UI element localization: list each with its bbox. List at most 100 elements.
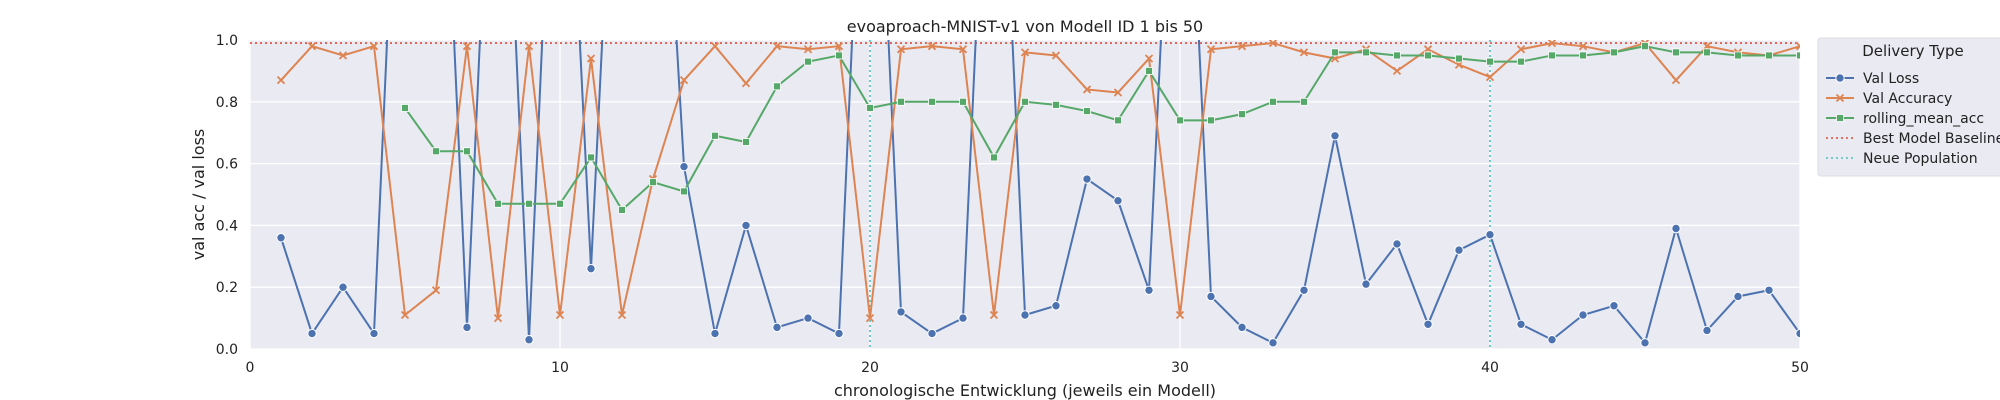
- legend-title: Delivery Type: [1862, 42, 1963, 60]
- rolling-mean-acc-point: [1115, 117, 1122, 124]
- val-loss-point: [339, 283, 347, 291]
- y-tick-label: 0.6: [216, 157, 238, 173]
- val-loss-point: [1021, 311, 1029, 319]
- x-tick-label: 0: [246, 360, 255, 376]
- val-loss-point: [1734, 292, 1742, 300]
- rolling-mean-acc-point: [867, 104, 874, 111]
- legend: Delivery Type Val Loss Val Accuracy rolling…: [1818, 38, 2000, 176]
- val-loss-point: [1331, 132, 1339, 140]
- x-tick-label: 20: [861, 360, 879, 376]
- val-loss-point: [1517, 320, 1525, 328]
- rolling-mean-acc-point: [1425, 52, 1432, 59]
- val-loss-point: [1672, 224, 1680, 232]
- val-loss-point: [928, 329, 936, 337]
- val-loss-point: [1238, 323, 1246, 331]
- rolling-mean-acc-point: [619, 206, 626, 213]
- rolling-mean-acc-point: [1394, 52, 1401, 59]
- rolling-mean-acc-point: [650, 179, 657, 186]
- rolling-mean-acc-point: [1208, 117, 1215, 124]
- val-loss-point: [680, 162, 688, 170]
- x-tick-label: 30: [1171, 360, 1189, 376]
- rolling-mean-acc-point: [960, 98, 967, 105]
- rolling-mean-acc-point: [1053, 101, 1060, 108]
- rolling-mean-acc-point: [1549, 52, 1556, 59]
- rolling-mean-acc-point: [1239, 111, 1246, 118]
- y-axis-label: val acc / val loss: [189, 129, 208, 260]
- rolling-mean-acc-point: [1270, 98, 1277, 105]
- rolling-mean-acc-point: [1704, 49, 1711, 56]
- val-loss-point: [1424, 320, 1432, 328]
- rolling-mean-acc-point: [526, 200, 533, 207]
- val-loss-point: [804, 314, 812, 322]
- rolling-mean-acc-point: [836, 52, 843, 59]
- val-loss-point: [1269, 339, 1277, 347]
- rolling-mean-acc-point: [929, 98, 936, 105]
- rolling-mean-acc-point: [1332, 49, 1339, 56]
- val-loss-point: [587, 264, 595, 272]
- legend-label-val-loss: Val Loss: [1863, 71, 1919, 87]
- rolling-mean-acc-point: [402, 104, 409, 111]
- rolling-mean-acc-point: [1642, 43, 1649, 50]
- rolling-mean-acc-point: [1797, 52, 1804, 59]
- rolling-mean-acc-point: [774, 83, 781, 90]
- val-loss-point: [1641, 339, 1649, 347]
- rolling-mean-acc-point: [1580, 52, 1587, 59]
- x-axis-label: chronologische Entwicklung (jeweils ein …: [834, 381, 1216, 400]
- y-tick-label: 0.2: [216, 280, 238, 296]
- rolling-mean-acc-point: [1301, 98, 1308, 105]
- val-loss-point: [742, 221, 750, 229]
- val-loss-point: [1300, 286, 1308, 294]
- y-tick-label: 1.0: [216, 33, 238, 49]
- val-loss-point: [277, 234, 285, 242]
- rolling-mean-acc-point: [681, 188, 688, 195]
- val-loss-point: [1579, 311, 1587, 319]
- val-loss-point: [711, 329, 719, 337]
- x-tick-label: 50: [1791, 360, 1809, 376]
- val-loss-point: [308, 329, 316, 337]
- chart-title: evoaproach-MNIST-v1 von Modell ID 1 bis …: [847, 17, 1203, 36]
- val-loss-point: [370, 329, 378, 337]
- x-tick-label: 10: [551, 360, 569, 376]
- val-loss-point: [1455, 246, 1463, 254]
- rolling-mean-acc-point: [1518, 58, 1525, 65]
- rolling-mean-acc-point: [588, 154, 595, 161]
- y-tick-label: 0.8: [216, 95, 238, 111]
- val-loss-point: [1362, 280, 1370, 288]
- rolling-mean-acc-point: [1363, 49, 1370, 56]
- val-loss-point: [897, 308, 905, 316]
- legend-label-val-accuracy: Val Accuracy: [1863, 91, 1952, 107]
- rolling-mean-acc-point: [464, 148, 471, 155]
- rolling-mean-acc-point: [991, 154, 998, 161]
- val-loss-point: [835, 329, 843, 337]
- x-tick-label: 40: [1481, 360, 1499, 376]
- rolling-mean-acc-point: [1766, 52, 1773, 59]
- val-loss-point: [1083, 175, 1091, 183]
- rolling-mean-acc-point: [433, 148, 440, 155]
- rolling-mean-acc-point: [1177, 117, 1184, 124]
- rolling-mean-acc-point: [743, 138, 750, 145]
- legend-label-best-model-baseline: Best Model Baseline: [1863, 131, 2000, 147]
- val-loss-point: [1486, 230, 1494, 238]
- rolling-mean-acc-point: [1487, 58, 1494, 65]
- legend-marker-rolling-mean-acc: [1837, 115, 1844, 122]
- legend-label-rolling-mean-acc: rolling_mean_acc: [1863, 111, 1984, 127]
- val-loss-point: [1145, 286, 1153, 294]
- legend-label-neue-population: Neue Population: [1863, 151, 1978, 167]
- val-loss-point: [1796, 329, 1804, 337]
- y-tick-label: 0.4: [216, 218, 238, 234]
- val-loss-point: [1765, 286, 1773, 294]
- val-loss-point: [959, 314, 967, 322]
- legend-marker-val-loss: [1836, 74, 1844, 82]
- rolling-mean-acc-point: [1673, 49, 1680, 56]
- plot-area: 0.0 0.2 0.4 0.6 0.8 1.0 0 10 20 30 40 50: [216, 0, 1809, 376]
- val-loss-point: [1610, 302, 1618, 310]
- val-loss-point: [1207, 292, 1215, 300]
- val-loss-point: [1114, 196, 1122, 204]
- rolling-mean-acc-point: [898, 98, 905, 105]
- val-loss-point: [1548, 336, 1556, 344]
- rolling-mean-acc-point: [1456, 55, 1463, 62]
- val-loss-point: [1703, 326, 1711, 334]
- rolling-mean-acc-point: [1146, 67, 1153, 74]
- val-loss-point: [1393, 240, 1401, 248]
